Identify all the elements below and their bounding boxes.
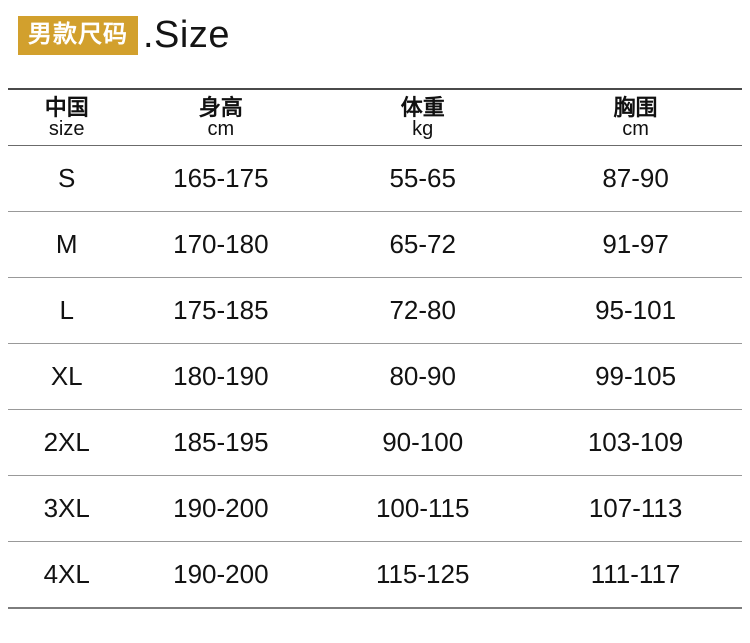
page-title: .Size	[143, 13, 230, 56]
cell-height: 165-175	[125, 145, 317, 212]
column-header-chest-zh: 胸围	[613, 94, 658, 120]
cell-chest: 95-101	[529, 277, 742, 344]
mens-size-badge: 男款尺码	[18, 15, 138, 55]
table-row: 2XL 185-195 90-100 103-109	[8, 409, 742, 476]
cell-weight: 115-125	[316, 541, 530, 609]
column-header-size-en: size	[48, 117, 85, 140]
column-header-size-zh: 中国	[44, 94, 89, 120]
cell-size: 3XL	[8, 475, 126, 542]
cell-weight: 55-65	[316, 145, 530, 212]
cell-size: S	[8, 145, 126, 212]
cell-weight: 72-80	[316, 277, 530, 344]
cell-size: M	[8, 211, 126, 278]
table-header-row: 中国 size 身高 cm 体重 kg 胸围 cm	[8, 89, 742, 146]
cell-size: L	[8, 277, 126, 344]
table-row: S 165-175 55-65 87-90	[8, 145, 742, 212]
cell-height: 180-190	[125, 343, 317, 410]
column-header-weight-en: kg	[412, 117, 434, 140]
cell-weight: 100-115	[316, 475, 530, 542]
column-header-chest: 胸围 cm	[529, 89, 742, 146]
size-table: 中国 size 身高 cm 体重 kg 胸围 cm S 165-175	[8, 88, 742, 609]
cell-height: 175-185	[125, 277, 317, 344]
cell-height: 190-200	[125, 541, 317, 609]
page-header: 男款尺码 .Size	[18, 14, 750, 56]
column-header-size: 中国 size	[8, 89, 126, 146]
cell-size: 2XL	[8, 409, 126, 476]
cell-chest: 111-117	[529, 541, 742, 609]
cell-chest: 87-90	[529, 145, 742, 212]
column-header-height-en: cm	[207, 117, 235, 140]
cell-height: 170-180	[125, 211, 317, 278]
cell-size: XL	[8, 343, 126, 410]
table-row: XL 180-190 80-90 99-105	[8, 343, 742, 410]
column-header-height: 身高 cm	[125, 89, 317, 146]
table-row: M 170-180 65-72 91-97	[8, 211, 742, 278]
table-row: 4XL 190-200 115-125 111-117	[8, 541, 742, 609]
cell-chest: 91-97	[529, 211, 742, 278]
cell-height: 185-195	[125, 409, 317, 476]
column-header-chest-en: cm	[622, 117, 649, 140]
cell-weight: 65-72	[316, 211, 530, 278]
cell-height: 190-200	[125, 475, 317, 542]
cell-chest: 103-109	[529, 409, 742, 476]
column-header-height-zh: 身高	[198, 94, 243, 120]
column-header-weight: 体重 kg	[316, 89, 530, 146]
cell-chest: 99-105	[529, 343, 742, 410]
cell-weight: 90-100	[316, 409, 530, 476]
size-chart-page: 男款尺码 .Size 中国 size 身高 cm 体重 kg	[0, 14, 750, 643]
cell-size: 4XL	[8, 541, 126, 609]
table-row: 3XL 190-200 100-115 107-113	[8, 475, 742, 542]
table-row: L 175-185 72-80 95-101	[8, 277, 742, 344]
cell-chest: 107-113	[529, 475, 742, 542]
cell-weight: 80-90	[316, 343, 530, 410]
column-header-weight-zh: 体重	[400, 94, 445, 120]
